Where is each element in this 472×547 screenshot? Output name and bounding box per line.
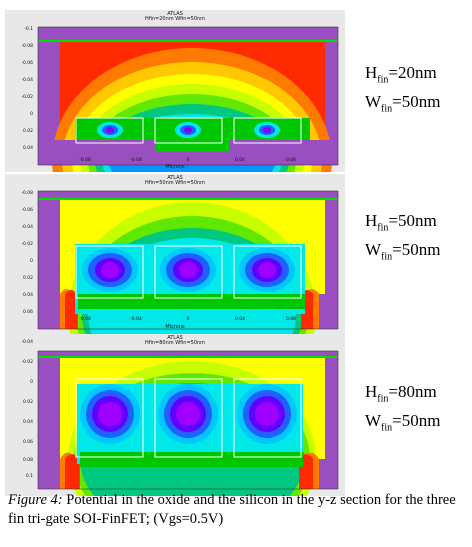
y-tick: 0.02 — [22, 400, 33, 405]
plot-title: ATLAS — [167, 11, 183, 17]
hfin-label: Hfin=20nm — [365, 63, 437, 86]
y-tick: 0.04 — [22, 420, 33, 425]
y-tick: -0.02 — [21, 95, 33, 100]
y-tick: -0.04 — [21, 340, 33, 345]
y-tick: 0 — [30, 380, 33, 385]
y-tick: 0.06 — [22, 440, 33, 445]
x-tick: 0.04 — [234, 317, 246, 322]
contour-plot — [37, 26, 339, 172]
x-tick: 0.08 — [285, 158, 297, 163]
plot-subtitle: Hfin=80nm Wfin=50nm — [144, 340, 206, 346]
y-tick: 0.1 — [25, 474, 33, 479]
y-tick: 0.08 — [22, 458, 33, 463]
caption-text: Potential in the oxide and the silicon i… — [8, 492, 456, 527]
y-tick: -0.02 — [21, 242, 33, 247]
y-tick: 0.02 — [22, 276, 33, 281]
wfin-label: Wfin=50nm — [365, 411, 441, 434]
wfin-label: Wfin=50nm — [365, 92, 441, 115]
x-tick: 0.04 — [234, 158, 246, 163]
y-tick: -0.08 — [21, 44, 33, 49]
y-tick: -0.08 — [21, 191, 33, 196]
contour-plot — [37, 350, 339, 496]
hfin-label: Hfin=80nm — [365, 382, 437, 405]
fin-dimensions-2: Hfin=50nm Wfin=50nm — [365, 210, 440, 269]
y-tick: 0.04 — [22, 146, 33, 151]
plot-subtitle: Hfin=20nm Wfin=50nm — [144, 16, 206, 22]
y-tick: 0.06 — [22, 310, 33, 315]
y-tick: -0.04 — [21, 225, 33, 230]
plot-panel-3: ATLAS Hfin=80nm Wfin=50nm — [5, 334, 345, 496]
x-tick: -0.04 — [130, 158, 142, 163]
plot-title: ATLAS — [167, 175, 183, 181]
y-tick: -0.1 — [24, 27, 33, 32]
x-tick: 0.08 — [285, 317, 297, 322]
y-tick: 0.02 — [22, 129, 33, 134]
y-tick: -0.06 — [21, 208, 33, 213]
x-tick: -0.08 — [79, 317, 91, 322]
x-tick: 0 — [186, 158, 190, 163]
x-axis-label: Microns — [165, 324, 185, 330]
figure-number: Figure 4: — [8, 492, 63, 508]
hfin-label: Hfin=50nm — [365, 211, 437, 234]
y-tick: -0.02 — [21, 360, 33, 365]
figure-caption: Figure 4: Potential in the oxide and the… — [8, 491, 468, 529]
y-tick: 0 — [30, 112, 33, 117]
fin-dimensions-3: Hfin=80nm Wfin=50nm — [365, 381, 440, 440]
x-tick: -0.08 — [79, 158, 91, 163]
plot-panel-2: ATLAS Hfin=50nm Wfin=50nm — [5, 174, 345, 336]
plot-title: ATLAS — [167, 335, 183, 341]
x-axis-label: Microns — [165, 164, 185, 170]
wfin-label: Wfin=50nm — [365, 240, 441, 263]
y-tick: 0.04 — [22, 293, 33, 298]
y-tick: -0.06 — [21, 61, 33, 66]
plot-panel-1: ATLAS Hfin=20nm Wfin=50nm -0.1 -0.08 — [5, 10, 345, 172]
contour-plot — [37, 190, 339, 336]
x-tick: -0.04 — [130, 317, 142, 322]
plot-subtitle: Hfin=50nm Wfin=50nm — [144, 180, 206, 186]
y-tick: 0 — [30, 259, 33, 264]
fin-dimensions-1: Hfin=20nm Wfin=50nm — [365, 62, 440, 121]
x-tick: 0 — [186, 317, 190, 322]
y-tick: -0.04 — [21, 78, 33, 83]
